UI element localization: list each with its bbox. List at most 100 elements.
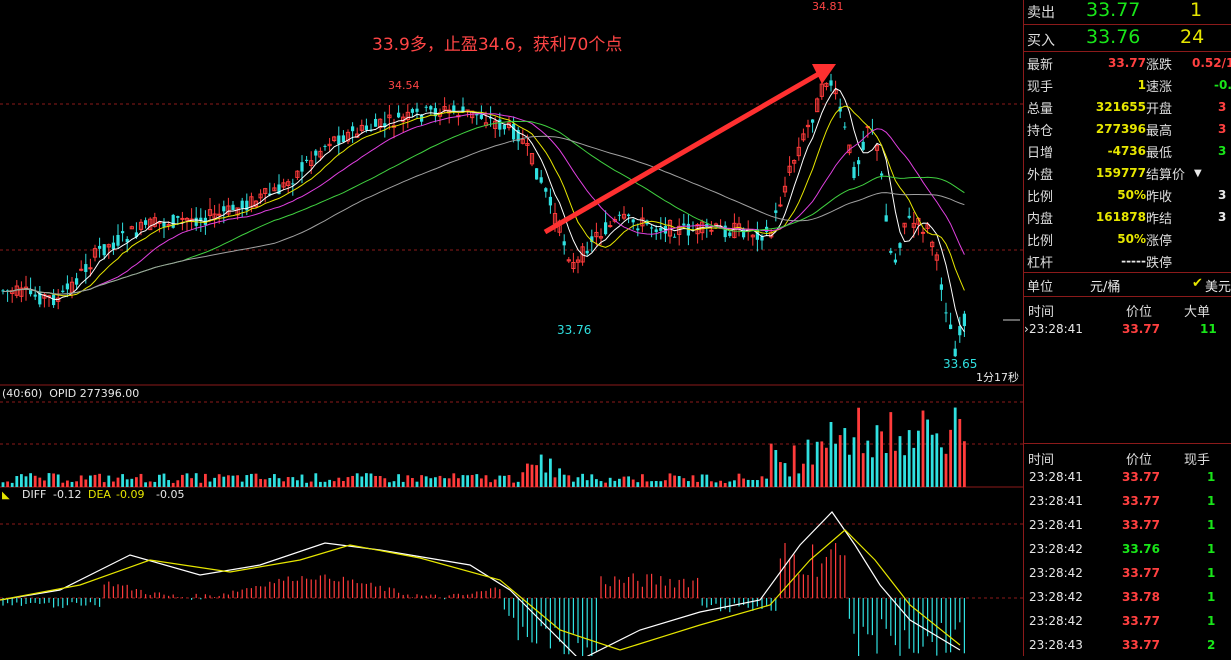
candle-body: [1, 290, 5, 292]
candle-body: [907, 215, 911, 218]
volume-bar: [319, 481, 322, 487]
volume-bar: [139, 473, 143, 487]
candle-body: [116, 235, 120, 246]
macd-value: -0.05: [156, 488, 184, 501]
volume-bar: [622, 476, 626, 487]
stat-label: 日增: [1027, 146, 1054, 161]
volume-bar: [420, 475, 423, 487]
volume-bar: [848, 454, 851, 487]
candle-body: [134, 232, 138, 238]
candle-body: [277, 184, 281, 195]
candle-body: [571, 261, 576, 270]
unit-row[interactable]: 单位 元/桶 ✔ 美元: [1024, 274, 1231, 298]
tick-row[interactable]: 23:28:42 33.76 1: [1024, 538, 1231, 562]
candle-body: [19, 287, 24, 297]
volume-bar: [29, 473, 32, 487]
tick-size: 2: [1207, 638, 1216, 652]
candle-body: [787, 165, 792, 173]
unit-label: 单位: [1027, 280, 1054, 295]
bid-label: 买入: [1027, 33, 1055, 49]
candle-body: [281, 182, 286, 188]
tick-size: 1: [1207, 470, 1216, 484]
chart-grid: [0, 103, 1023, 599]
candle-body: [709, 229, 714, 232]
candle-body: [755, 229, 759, 240]
volume-bar: [788, 476, 791, 487]
volume-bar: [171, 482, 175, 487]
candle-body: [144, 220, 148, 225]
volume-bar: [539, 454, 543, 487]
volume-bar: [300, 474, 304, 487]
bid-row[interactable]: 买入 33.76 24: [1024, 26, 1231, 52]
stat-label-2: 涨停: [1146, 234, 1173, 249]
stat-label: 内盘: [1027, 212, 1054, 227]
candle-body: [857, 160, 861, 165]
candle-body: [327, 143, 332, 147]
big-order-arrow-icon: ›: [1024, 322, 1029, 336]
candle-body: [750, 234, 755, 238]
tick-row[interactable]: 23:28:42 33.78 1: [1024, 586, 1231, 610]
volume-bar: [24, 476, 28, 487]
volume-bar: [466, 475, 469, 487]
candle-body: [884, 215, 888, 222]
stat-value: 33.77: [1108, 56, 1146, 70]
candle-body: [728, 232, 732, 236]
candle-body: [61, 290, 65, 293]
candlestick-chart[interactable]: 33.9多，止盈34.6，获利70个点 34.54 34.81 33.76 33…: [0, 0, 1023, 660]
volume-bar: [360, 476, 364, 487]
stat-label-2: 最高: [1146, 124, 1173, 139]
volume-bar: [158, 474, 161, 487]
candle-body: [6, 290, 10, 292]
candle-body: [479, 114, 483, 119]
tick-row[interactable]: 23:28:41 33.77 1: [1024, 514, 1231, 538]
volume-bar: [337, 477, 341, 487]
candle-body: [33, 294, 37, 297]
unit-alt[interactable]: 美元: [1205, 280, 1231, 295]
candle-body: [682, 223, 686, 226]
candle-body: [548, 196, 552, 206]
volume-bar: [254, 473, 258, 487]
volume-bar: [314, 473, 318, 487]
dropdown-caret-icon[interactable]: ▼: [1194, 168, 1202, 179]
volume-bar: [204, 473, 207, 487]
tick-row[interactable]: 23:28:41 33.77 1: [1024, 490, 1231, 514]
tick-row[interactable]: 23:28:41 33.77 1: [1024, 466, 1231, 490]
volume-bar: [332, 481, 336, 487]
candle-body: [934, 254, 939, 261]
candle-body: [337, 135, 341, 145]
trade-arrow: [543, 64, 836, 235]
volume-bar: [309, 481, 313, 487]
candle-body: [98, 245, 102, 249]
candle-body: [235, 207, 240, 216]
volume-bar: [581, 473, 584, 487]
volume-bar: [783, 463, 787, 487]
tick-row[interactable]: 23:28:42 33.77 1: [1024, 562, 1231, 586]
candle-body: [309, 160, 314, 167]
big-order-size: 11: [1200, 322, 1217, 336]
volume-bar: [98, 473, 101, 487]
volume-bar: [558, 468, 561, 487]
volume-bar: [397, 474, 400, 487]
candle-body: [152, 217, 157, 227]
candle-body: [893, 259, 897, 263]
volume-bar: [52, 473, 55, 487]
tick-row[interactable]: 23:28:43 33.77 2: [1024, 634, 1231, 656]
volume-bar: [452, 473, 456, 487]
candle-body: [774, 210, 778, 213]
tick-size: 1: [1207, 494, 1216, 508]
volume-bar: [369, 473, 373, 487]
ask-row[interactable]: 卖出 33.77 1: [1024, 0, 1231, 24]
volume-bar: [1, 482, 5, 487]
candle-body: [295, 170, 300, 178]
check-icon[interactable]: ✔: [1192, 276, 1203, 291]
candle-body: [796, 146, 801, 157]
volume-bar: [286, 477, 290, 487]
big-order-row[interactable]: › 23:28:41 33.77 11: [1024, 318, 1231, 342]
big-order-time: 23:28:41: [1029, 322, 1083, 336]
candle-body: [525, 142, 530, 146]
tick-time: 23:28:42: [1029, 566, 1083, 580]
tick-size: 1: [1207, 614, 1216, 628]
tick-row[interactable]: 23:28:42 33.77 1: [1024, 610, 1231, 634]
big-order-header: 时间 价位 大单: [1024, 298, 1231, 322]
chart-area[interactable]: 33.9多，止盈34.6，获利70个点 34.54 34.81 33.76 33…: [0, 0, 1023, 660]
